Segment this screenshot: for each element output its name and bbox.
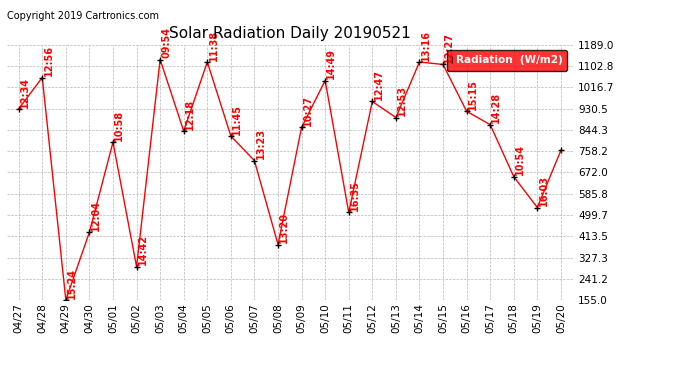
Text: 16:03: 16:03 [538, 175, 549, 206]
Text: 10:58: 10:58 [114, 110, 124, 141]
Text: 13:20: 13:20 [279, 212, 289, 243]
Legend: Radiation  (W/m2): Radiation (W/m2) [447, 50, 567, 70]
Text: 12:53: 12:53 [397, 85, 407, 116]
Text: 10:27: 10:27 [303, 95, 313, 126]
Text: 14:42: 14:42 [138, 234, 148, 266]
Text: 12:18: 12:18 [185, 99, 195, 130]
Text: 13:16: 13:16 [421, 30, 431, 61]
Text: 12:27: 12:27 [444, 32, 454, 63]
Text: 09:54: 09:54 [161, 27, 171, 58]
Text: 12:47: 12:47 [373, 69, 384, 100]
Text: 16:35: 16:35 [350, 180, 360, 211]
Text: 10:54: 10:54 [515, 144, 525, 176]
Text: 11:45: 11:45 [232, 104, 242, 135]
Text: 14:28: 14:28 [491, 92, 502, 123]
Text: 13:23: 13:23 [255, 128, 266, 159]
Title: Solar Radiation Daily 20190521: Solar Radiation Daily 20190521 [169, 26, 411, 41]
Text: 12:34: 12:34 [20, 76, 30, 108]
Text: 11:38: 11:38 [208, 30, 219, 61]
Text: 12:56: 12:56 [43, 45, 53, 76]
Text: 14:49: 14:49 [326, 48, 336, 79]
Text: Copyright 2019 Cartronics.com: Copyright 2019 Cartronics.com [7, 11, 159, 21]
Text: 15:24: 15:24 [67, 268, 77, 299]
Text: 12:04: 12:04 [90, 200, 101, 231]
Text: 15:15: 15:15 [468, 79, 477, 110]
